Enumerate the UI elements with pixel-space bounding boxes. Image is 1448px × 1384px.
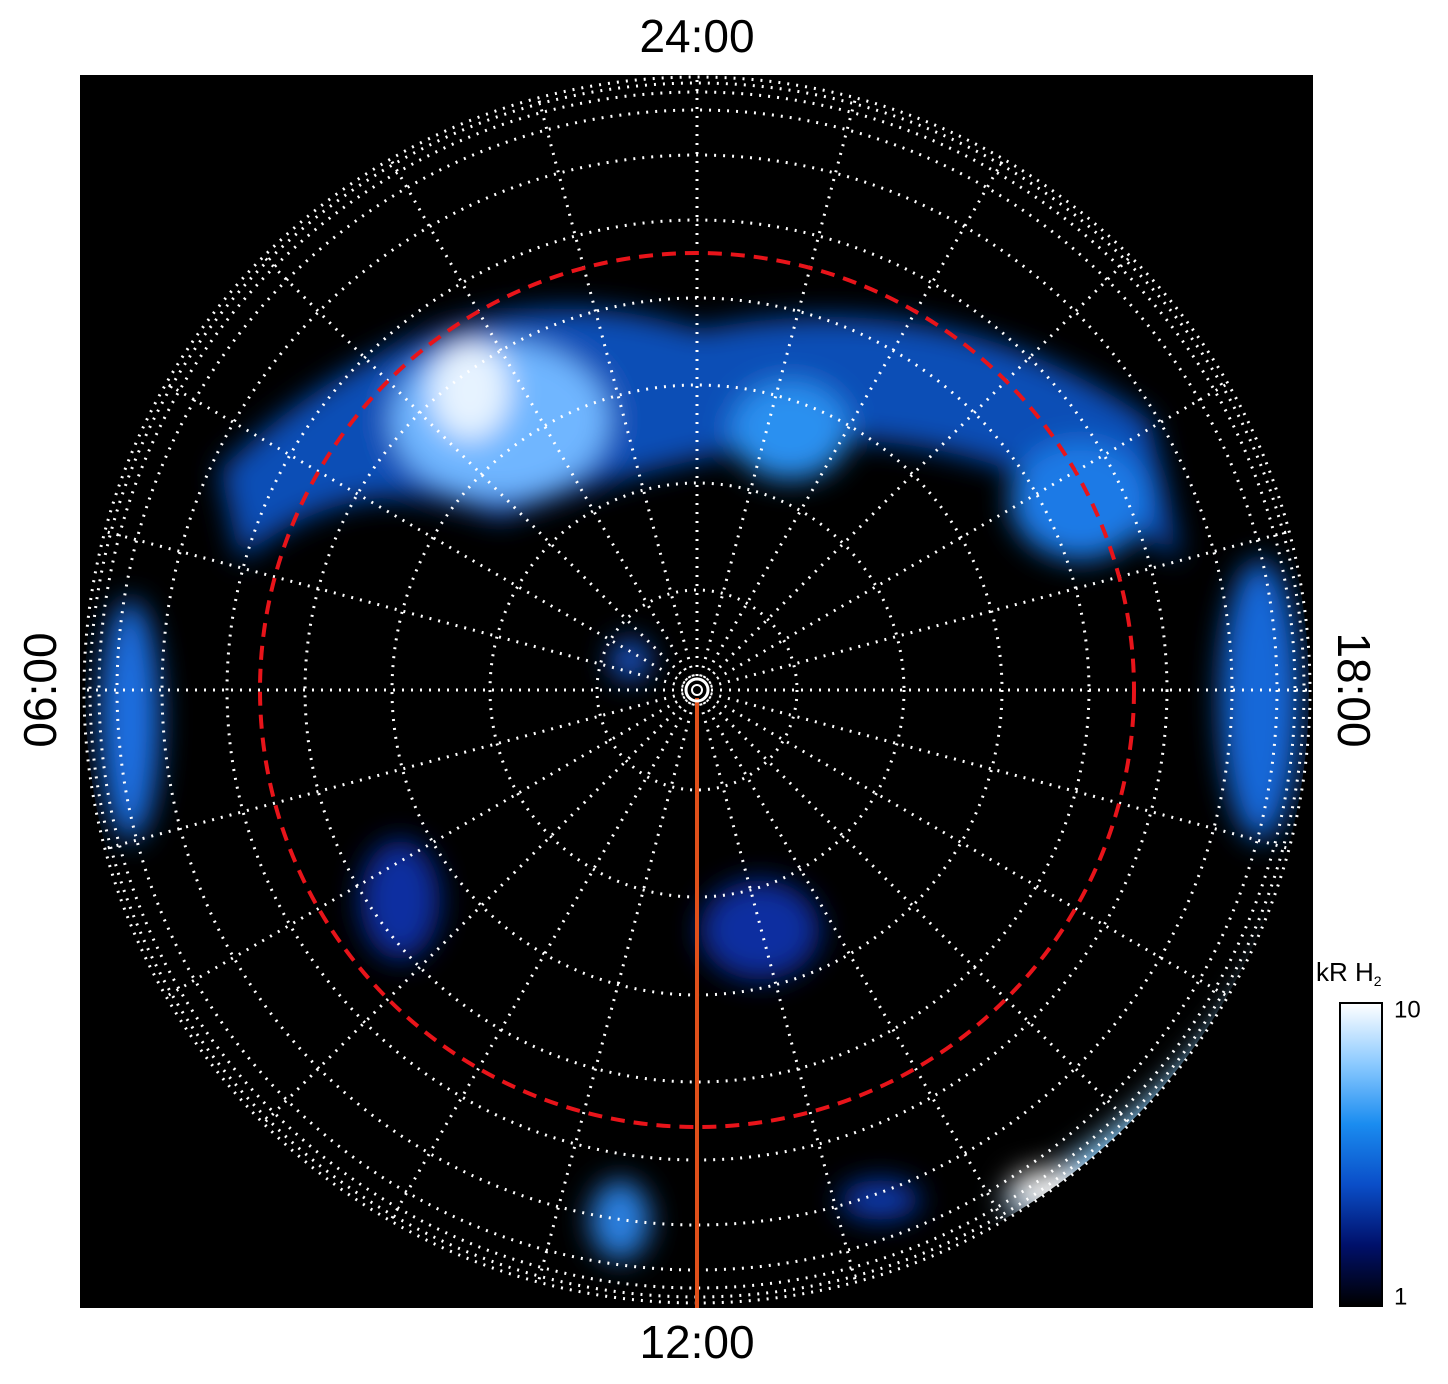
grid-meridian bbox=[102, 692, 684, 851]
grid-meridian bbox=[102, 529, 684, 688]
grid-meridian bbox=[708, 381, 1231, 685]
grid-circle bbox=[160, 153, 1234, 1227]
grid-meridian bbox=[705, 254, 1133, 682]
clock-label: 18:00 bbox=[1328, 632, 1380, 747]
grid-meridian bbox=[710, 529, 1292, 688]
grid-circle bbox=[595, 588, 799, 792]
aurora-emission bbox=[100, 308, 1309, 1260]
colorbar-label: kR H2 bbox=[1316, 957, 1382, 989]
colorbar bbox=[1339, 1002, 1383, 1307]
grid-meridian bbox=[163, 695, 686, 999]
colorbar-label-text: kR H bbox=[1316, 957, 1374, 987]
grid-meridian bbox=[261, 698, 689, 1126]
grid-meridian bbox=[708, 695, 1231, 999]
grid-meridian bbox=[702, 156, 1006, 679]
grid-meridian bbox=[699, 703, 858, 1285]
grid-meridian bbox=[536, 703, 695, 1285]
pole-marker bbox=[691, 684, 703, 696]
clock-label: 06:00 bbox=[14, 632, 66, 747]
grid-meridian bbox=[261, 254, 689, 682]
grid-circle bbox=[97, 90, 1297, 1290]
grid-circle bbox=[88, 81, 1306, 1299]
colorbar-tick-label: 1 bbox=[1394, 1283, 1407, 1310]
grid-meridian bbox=[388, 156, 692, 679]
clock-label: 24:00 bbox=[639, 10, 754, 62]
grid-circle bbox=[82, 75, 1312, 1305]
pole-marker bbox=[684, 677, 710, 703]
grid-meridian bbox=[699, 95, 858, 677]
grid-meridian bbox=[702, 701, 1006, 1224]
reference-circle bbox=[258, 251, 1136, 1129]
clock-label: 12:00 bbox=[639, 1316, 754, 1368]
grid-meridian bbox=[536, 95, 695, 677]
colorbar-tick-label: 10 bbox=[1394, 996, 1421, 1023]
grid-meridian bbox=[710, 692, 1292, 851]
grid-meridian bbox=[705, 698, 1133, 1126]
colorbar-label-subscript: 2 bbox=[1374, 973, 1382, 989]
grid-meridian bbox=[163, 381, 686, 685]
grid-meridian bbox=[388, 701, 692, 1224]
